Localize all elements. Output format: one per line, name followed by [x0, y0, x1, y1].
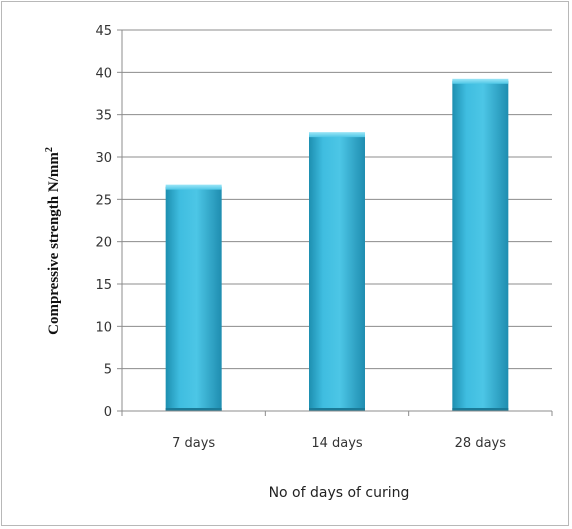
y-tick-label: 25: [95, 193, 112, 208]
bar-base: [452, 408, 509, 411]
bar: [452, 78, 509, 412]
bar-base: [309, 408, 365, 411]
bar-body: [309, 134, 365, 411]
bar-cap: [165, 184, 222, 190]
y-tick-label: 35: [95, 109, 112, 124]
y-axis-label: Compressive strength N/mm2: [44, 147, 62, 335]
bar-cap: [452, 78, 509, 84]
y-tick-label: 40: [95, 66, 112, 81]
y-tick-label: 5: [104, 363, 112, 378]
bar-base: [165, 408, 222, 411]
y-tick-label: 20: [95, 236, 112, 251]
y-tick-label: 10: [95, 320, 112, 335]
y-tick-label: 30: [95, 151, 112, 166]
bar-body: [452, 80, 509, 412]
x-tick-label: 28 days: [455, 436, 507, 451]
bar-cap: [309, 132, 365, 138]
x-tick-label: 14 days: [311, 436, 363, 451]
y-tick-labels: 0 5 10 15 20 25 30 35 40 45: [95, 24, 112, 420]
y-tick-label: 15: [95, 278, 112, 293]
bars: [165, 78, 509, 412]
y-axis-label-text: Compressive strength N/mm: [46, 152, 62, 335]
bar-body: [165, 186, 222, 411]
axes: [117, 29, 553, 416]
x-axis-label: No of days of curing: [269, 485, 410, 501]
y-axis-label-superscript: 2: [44, 147, 55, 152]
y-tick-label: 45: [95, 24, 112, 39]
y-tick-label: 0: [104, 405, 112, 420]
x-tick-labels: 7 days 14 days 28 days: [172, 436, 506, 451]
x-tick-label: 7 days: [172, 436, 215, 451]
bar: [309, 132, 365, 411]
bar: [165, 184, 222, 411]
